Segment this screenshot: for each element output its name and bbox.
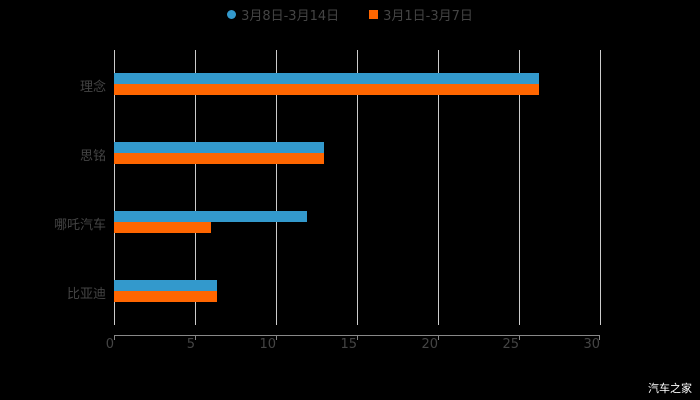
x-tick-label: 25 <box>502 337 519 352</box>
category-label: 比亚迪 <box>66 287 106 302</box>
x-tick-label: 5 <box>186 337 195 352</box>
chart-legend: 3月8日-3月14日 3月1日-3月7日 <box>0 4 700 24</box>
x-tick-label: 10 <box>259 337 276 352</box>
x-tick <box>519 335 520 340</box>
bar-byd-week2[interactable] <box>114 280 217 291</box>
category-label: 理念 <box>79 80 106 95</box>
gridline <box>114 50 115 325</box>
bar-lixiang-week1[interactable] <box>114 84 539 95</box>
gridline <box>276 50 277 325</box>
x-tick <box>357 335 358 340</box>
bar-siming-week1[interactable] <box>114 153 324 164</box>
bar-nezha-week2[interactable] <box>114 211 307 222</box>
legend-marker-orange-icon <box>369 9 379 19</box>
x-tick <box>195 335 196 340</box>
gridline <box>519 50 520 325</box>
bar-nezha-week1[interactable] <box>114 222 211 233</box>
gridline <box>357 50 358 325</box>
x-tick <box>438 335 439 340</box>
x-tick-label: 30 <box>583 337 600 352</box>
gridline <box>195 50 196 325</box>
x-tick <box>599 335 600 340</box>
watermark: 汽车之家 <box>648 382 692 395</box>
x-tick-label: 15 <box>340 337 357 352</box>
legend-item-week2[interactable]: 3月8日-3月14日 <box>227 4 339 24</box>
legend-label: 3月1日-3月7日 <box>383 8 473 24</box>
legend-item-week1[interactable]: 3月1日-3月7日 <box>369 4 473 24</box>
plot-area <box>114 50 601 325</box>
legend-label: 3月8日-3月14日 <box>241 8 340 24</box>
x-tick <box>276 335 277 340</box>
bar-siming-week2[interactable] <box>114 142 324 153</box>
legend-marker-blue-icon <box>227 9 237 19</box>
bar-byd-week1[interactable] <box>114 291 217 302</box>
bar-lixiang-week2[interactable] <box>114 73 539 84</box>
x-tick-label: 20 <box>421 337 438 352</box>
x-tick <box>114 335 115 340</box>
category-label: 思铭 <box>79 149 106 164</box>
gridline <box>438 50 439 325</box>
gridline <box>600 50 601 325</box>
x-tick-label: 0 <box>105 337 114 352</box>
category-label: 哪吒汽车 <box>53 218 106 233</box>
